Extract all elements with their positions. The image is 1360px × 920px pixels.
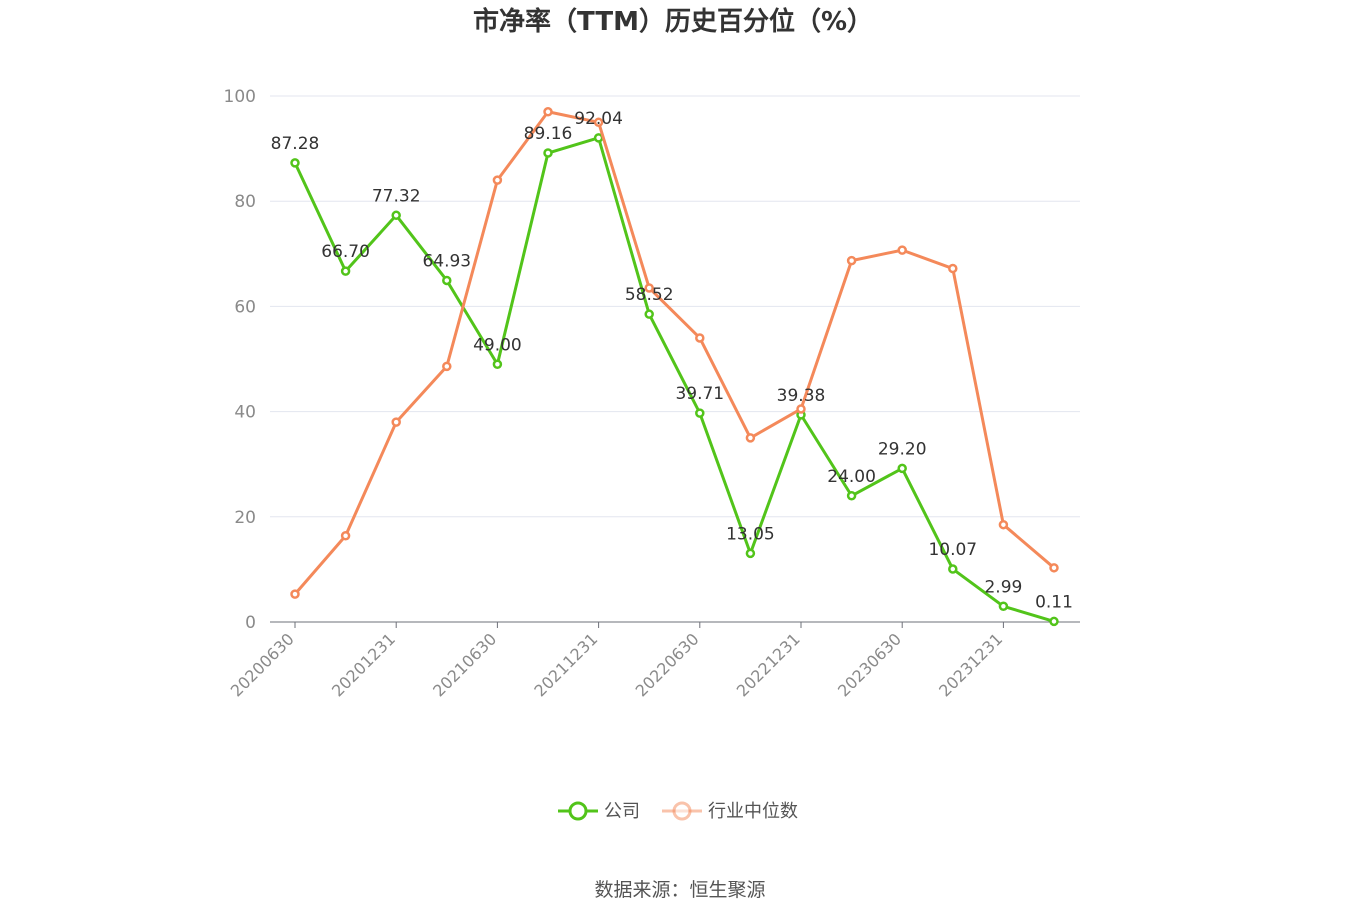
data-point-1[interactable] xyxy=(998,519,1009,530)
data-point-0[interactable] xyxy=(745,548,756,559)
data-label: 87.28 xyxy=(271,134,320,154)
legend: 公司 行业中位数 xyxy=(558,801,798,822)
data-label: 77.32 xyxy=(372,186,421,206)
y-tick-label: 60 xyxy=(234,297,256,317)
data-point-1[interactable] xyxy=(492,175,503,185)
source-note: 数据来源：恒生聚源 xyxy=(594,879,765,901)
legend-item-0[interactable]: 公司 xyxy=(558,801,640,822)
legend-label: 行业中位数 xyxy=(708,801,798,822)
data-point-1[interactable] xyxy=(644,283,654,293)
data-label: 89.16 xyxy=(524,124,573,144)
data-point-1[interactable] xyxy=(340,530,351,541)
data-point-0[interactable] xyxy=(948,564,958,574)
data-label: 0.11 xyxy=(1035,592,1073,612)
axes: 0 20 40 60 80 100 20200630 20201231 20210630 2021… xyxy=(224,87,1080,700)
data-label: 13.05 xyxy=(726,524,775,544)
x-tick-label: 20200630 xyxy=(227,629,298,700)
data-point-1[interactable] xyxy=(391,417,401,427)
data-point-0[interactable] xyxy=(644,309,654,319)
data-point-0[interactable] xyxy=(1049,616,1059,627)
data-point-1[interactable] xyxy=(948,263,958,274)
y-tick-label: 40 xyxy=(234,403,256,423)
data-label: 64.93 xyxy=(422,251,471,271)
data-label: 58.52 xyxy=(625,285,674,305)
data-point-0[interactable] xyxy=(998,601,1009,612)
data-point-0[interactable] xyxy=(442,275,452,286)
data-label: 92.04 xyxy=(574,109,623,129)
data-point-0[interactable] xyxy=(543,148,553,158)
data-point-1[interactable] xyxy=(695,333,705,343)
data-label: 10.07 xyxy=(928,540,977,560)
series-layer xyxy=(290,107,1059,627)
series-line-1 xyxy=(293,110,1056,596)
data-point-1[interactable] xyxy=(796,404,806,414)
x-tick-label: 20201231 xyxy=(328,629,399,700)
x-tick-label: 20211231 xyxy=(530,629,601,700)
legend-marker xyxy=(568,801,588,821)
data-point-0[interactable] xyxy=(492,359,503,370)
data-label: 49.00 xyxy=(473,335,522,355)
data-point-1[interactable] xyxy=(846,255,857,266)
x-tick-label: 20210630 xyxy=(429,629,500,700)
data-point-1[interactable] xyxy=(593,117,604,128)
legend-marker xyxy=(672,801,692,821)
data-label: 2.99 xyxy=(984,577,1022,597)
data-label: 24.00 xyxy=(827,467,876,487)
data-point-1[interactable] xyxy=(745,433,756,443)
data-point-0[interactable] xyxy=(695,408,705,418)
data-point-1[interactable] xyxy=(442,361,452,372)
chart-title: 市净率（TTM）历史百分位（%） xyxy=(473,6,873,37)
legend-item-1[interactable]: 行业中位数 xyxy=(662,801,798,822)
data-point-0[interactable] xyxy=(290,158,300,168)
y-tick-label: 20 xyxy=(234,508,256,528)
data-point-1[interactable] xyxy=(290,589,300,599)
data-point-0[interactable] xyxy=(897,463,907,474)
data-point-1[interactable] xyxy=(1049,563,1059,573)
data-point-0[interactable] xyxy=(340,266,351,276)
x-tick-label: 20221231 xyxy=(733,629,804,700)
data-label: 39.38 xyxy=(777,386,826,406)
x-tick-label: 20231231 xyxy=(935,629,1006,700)
legend-label: 公司 xyxy=(604,801,640,822)
data-point-0[interactable] xyxy=(846,491,857,501)
y-tick-label: 0 xyxy=(245,613,256,633)
data-point-1[interactable] xyxy=(543,107,553,117)
series-line-0 xyxy=(293,136,1056,623)
y-tick-label: 100 xyxy=(224,87,256,107)
data-label: 39.71 xyxy=(675,384,724,404)
x-tick-label: 20220630 xyxy=(632,629,703,700)
data-point-0[interactable] xyxy=(391,210,401,221)
data-label: 29.20 xyxy=(878,439,927,459)
data-label: 66.70 xyxy=(321,242,370,262)
x-tick-label: 20230630 xyxy=(834,629,905,700)
grid xyxy=(270,95,1080,518)
y-tick-label: 80 xyxy=(234,192,256,212)
data-point-1[interactable] xyxy=(897,245,907,255)
